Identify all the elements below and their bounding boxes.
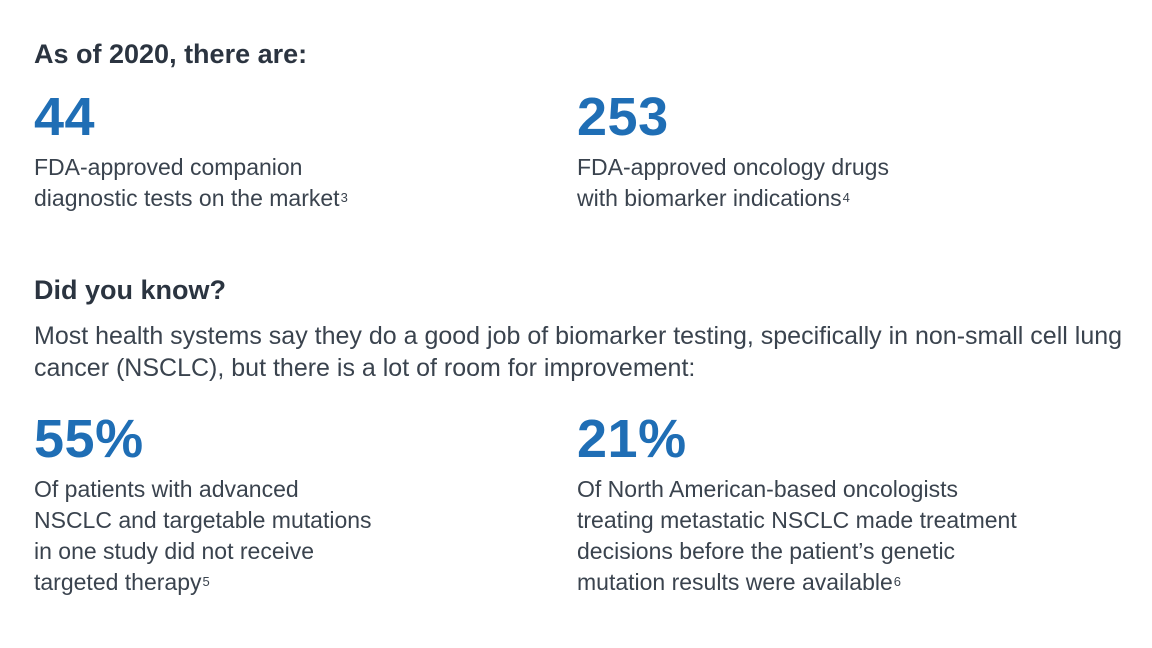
stat-description: FDA-approved companion diagnostic tests … <box>34 152 348 214</box>
intro-paragraph: Most health systems say they do a good j… <box>34 322 1123 382</box>
stat-number: 21% <box>577 409 687 469</box>
stat-description-line: NSCLC and targetable mutations <box>34 507 372 533</box>
footnote-ref: 5 <box>202 574 210 589</box>
stat-block-companion-tests: 44 FDA-approved companion diagnostic tes… <box>34 88 348 214</box>
stat-number: 44 <box>34 87 96 147</box>
stat-description-line: targeted therapy5 <box>34 569 210 595</box>
stat-description-line: in one study did not receive <box>34 538 315 564</box>
stat-number: 253 <box>577 87 669 147</box>
stat-description: FDA-approved oncology drugs with biomark… <box>577 152 889 214</box>
footnote-ref: 6 <box>893 574 902 589</box>
footnote-ref: 3 <box>340 190 348 205</box>
stat-description-line: Of patients with advanced <box>34 476 299 502</box>
stat-description-line: FDA-approved companion <box>34 154 303 180</box>
stat-description-line: with biomarker indications4 <box>577 185 850 211</box>
footnote-ref: 4 <box>842 190 850 205</box>
stat-block-oncology-drugs: 253 FDA-approved oncology drugs with bio… <box>577 88 889 214</box>
section-heading-did-you-know: Did you know? <box>34 275 226 305</box>
stat-block-oncologists-decisions: 21% Of North American-based oncologists … <box>577 410 1017 598</box>
stat-number: 55% <box>34 409 144 469</box>
stat-description-line: diagnostic tests on the market3 <box>34 185 348 211</box>
stat-description-line: decisions before the patient’s genetic <box>577 538 956 564</box>
stat-description-line: mutation results were available6 <box>577 569 902 595</box>
section-heading-as-of-2020: As of 2020, there are: <box>34 39 308 69</box>
stat-description: Of North American-based oncologists trea… <box>577 474 1017 598</box>
stat-description-line: Of North American-based oncologists <box>577 476 958 502</box>
stat-description-line: treating metastatic NSCLC made treatment <box>577 507 1017 533</box>
stat-block-patients-no-therapy: 55% Of patients with advanced NSCLC and … <box>34 410 372 598</box>
stat-description: Of patients with advanced NSCLC and targ… <box>34 474 372 598</box>
stat-description-line: FDA-approved oncology drugs <box>577 154 889 180</box>
